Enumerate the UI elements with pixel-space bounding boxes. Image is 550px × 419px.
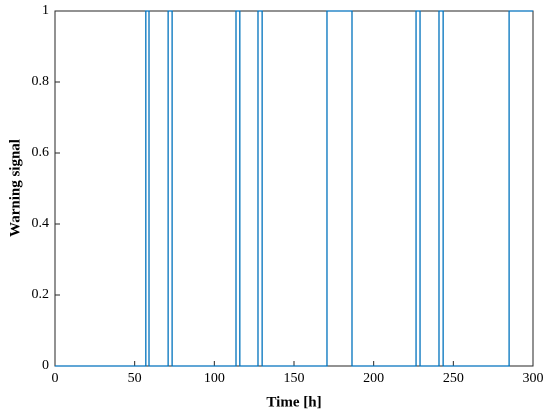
x-tick-label: 150 — [284, 371, 305, 386]
x-tick-label: 100 — [204, 371, 225, 386]
x-tick-label: 0 — [52, 371, 59, 386]
y-tick-label: 0 — [42, 358, 49, 373]
y-tick-label: 0.2 — [32, 287, 50, 302]
x-tick-label: 50 — [128, 371, 142, 386]
x-tick-label: 200 — [363, 371, 384, 386]
x-tick-label: 250 — [443, 371, 464, 386]
y-tick-label: 0.6 — [32, 145, 50, 160]
y-tick-label: 1 — [42, 3, 49, 18]
y-tick-label: 0.4 — [32, 216, 50, 231]
x-axis-title: Time [h] — [266, 394, 321, 410]
y-tick-label: 0.8 — [32, 74, 50, 89]
plot-frame — [54, 10, 534, 367]
signal-line — [55, 10, 533, 367]
y-axis-title: Warning signal — [7, 139, 23, 237]
x-tick-label: 300 — [523, 371, 544, 386]
